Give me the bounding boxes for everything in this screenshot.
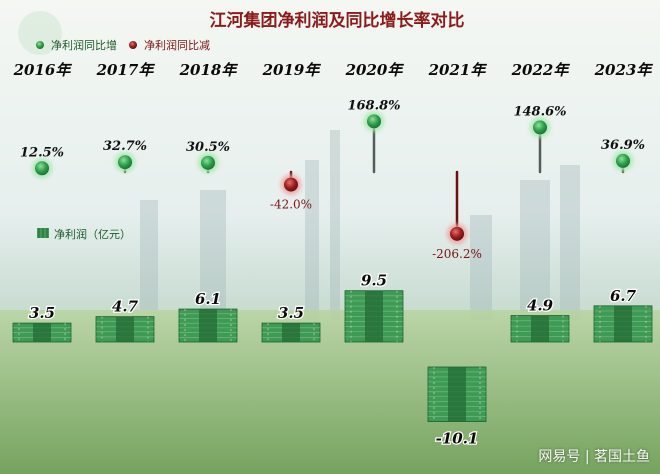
year-label: 2021年 — [428, 61, 488, 79]
legend-positive-marker — [36, 41, 44, 49]
profit-value-label: -10.1 — [436, 430, 479, 448]
legend-negative-marker — [129, 41, 137, 49]
banknote-band — [531, 315, 549, 342]
growth-point — [450, 226, 464, 241]
profit-value-label: 6.1 — [195, 290, 221, 308]
chart-marks: 2016年 3.5 12.5% 2017年 4.7 32.7% 2018年 6.1 30.5% 2… — [12, 61, 654, 449]
growth-point — [616, 153, 630, 168]
growth-point — [284, 177, 298, 192]
year-label: 2016年 — [13, 61, 73, 79]
watermark: 网易号 | 茗国土鱼 — [538, 449, 650, 465]
growth-point — [35, 161, 49, 176]
chart-title: 江河集团净利润及同比增长率对比 — [210, 10, 465, 31]
legend-positive-label: 净利润同比增 — [51, 38, 117, 52]
banknote-band — [33, 323, 51, 342]
profit-value-label: 3.5 — [29, 304, 55, 322]
profit-bar — [261, 322, 321, 343]
growth-value-label: -206.2% — [432, 247, 482, 261]
growth-point — [201, 155, 215, 170]
year-label: 2019年 — [262, 61, 322, 79]
growth-point — [118, 155, 132, 170]
banknote-band — [199, 309, 217, 342]
growth-value-label: 32.7% — [103, 139, 147, 154]
growth-value-label: 30.5% — [186, 140, 230, 155]
growth-point — [533, 120, 547, 135]
profit-bar — [12, 322, 72, 343]
year-label: 2020年 — [345, 61, 405, 79]
growth-value-label: 12.5% — [20, 145, 64, 160]
profit-value-label: 9.5 — [361, 272, 387, 290]
legend-negative-label: 净利润同比减 — [144, 38, 210, 52]
banknote-band — [448, 367, 466, 422]
growth-value-label: 36.9% — [601, 138, 645, 153]
profit-value-label: 6.7 — [610, 287, 637, 305]
profit-bar — [510, 315, 570, 343]
banknote-band — [614, 305, 632, 342]
year-label: 2023年 — [594, 61, 654, 79]
profit-value-label: 3.5 — [278, 304, 304, 322]
profit-value-label: 4.7 — [112, 298, 139, 316]
growth-value-label: -42.0% — [270, 198, 312, 212]
banknote-band — [365, 290, 383, 342]
chart-header: 江河集团净利润及同比增长率对比 净利润同比增 净利润同比减 净利润（亿元） — [36, 10, 465, 241]
profit-value-label: 4.9 — [527, 297, 554, 315]
profit-bar — [593, 305, 653, 343]
banknote-band — [282, 323, 300, 342]
profit-bar — [344, 290, 404, 343]
year-label: 2018年 — [179, 61, 239, 79]
bar-legend-label: 净利润（亿元） — [54, 227, 131, 241]
bar-legend: 净利润（亿元） — [37, 227, 131, 241]
year-label: 2017年 — [96, 61, 156, 79]
legend: 净利润同比增 净利润同比减 — [36, 38, 210, 52]
profit-bar — [95, 316, 155, 343]
banknote-band — [116, 316, 134, 342]
profit-bar — [178, 308, 238, 343]
year-label: 2022年 — [511, 61, 571, 79]
growth-value-label: 168.8% — [347, 98, 400, 113]
growth-point — [367, 114, 381, 129]
growth-value-label: 148.6% — [513, 104, 566, 119]
profit-bar — [427, 366, 487, 422]
